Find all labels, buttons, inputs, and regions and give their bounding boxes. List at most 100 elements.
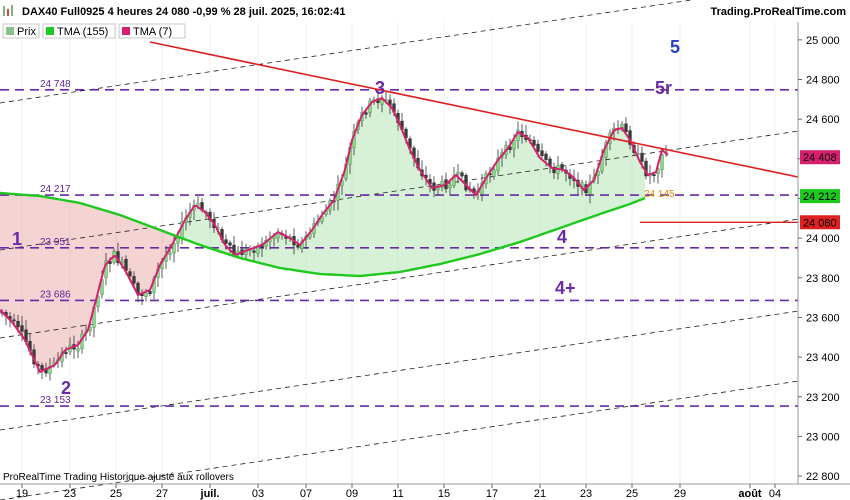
candle-body <box>460 172 464 177</box>
x-tick-label: 23 <box>580 488 592 500</box>
legend-item[interactable] <box>118 23 186 39</box>
price-badge <box>800 150 840 165</box>
level-label: 23 951 <box>40 237 71 248</box>
candle-body <box>168 252 172 256</box>
candle-body <box>252 250 256 253</box>
candle-body <box>176 238 180 244</box>
x-tick-label: 21 <box>534 488 546 500</box>
x-tick-label: 11 <box>392 488 403 500</box>
legend-swatch <box>6 27 14 35</box>
wave-label: 2 <box>61 378 71 398</box>
x-tick-label: 17 <box>486 488 498 500</box>
footer-note: ProRealTime Trading Historique ajusté au… <box>3 472 234 483</box>
candle-body <box>652 174 656 177</box>
candle-body <box>660 154 664 170</box>
resistance-trendline <box>149 41 799 178</box>
y-tick-label: 23 000 <box>806 431 840 443</box>
candle-body <box>76 348 80 352</box>
wave-label: 3 <box>375 78 385 98</box>
y-tick-label: 24 000 <box>806 233 840 245</box>
y-tick-label: 23 200 <box>806 392 840 404</box>
level-label: 23 153 <box>40 395 71 406</box>
tma-fill-regions <box>0 98 645 372</box>
y-tick-label: 23 800 <box>806 273 840 285</box>
candle-body <box>144 292 148 297</box>
candle-body <box>544 153 548 160</box>
header-grip-icon[interactable] <box>3 5 13 16</box>
price-badge-label: 24 212 <box>803 191 837 203</box>
candle-body <box>624 123 628 132</box>
legend: Prix TMA (155) TMA (7) <box>2 23 186 39</box>
price-badges: 24 408 24 212 24 080 <box>800 150 840 230</box>
wave-label: 1 <box>12 229 22 249</box>
candle-body <box>456 171 460 175</box>
wave-label: 4 <box>557 227 567 247</box>
chart-title: DAX40 Full0925 4 heures 24 080 -0,99 % 2… <box>22 6 345 18</box>
candle-body <box>132 276 136 284</box>
y-tick-label: 22 800 <box>806 471 840 483</box>
price-badge <box>800 189 840 204</box>
candle-body <box>148 291 152 295</box>
candle-body <box>512 140 516 150</box>
x-tick-label: 27 <box>156 488 168 500</box>
price-badge <box>800 215 840 230</box>
legend-swatch <box>122 27 130 35</box>
legend-swatch <box>46 27 54 35</box>
x-tick-label: 04 <box>769 488 781 500</box>
x-tick-label: 29 <box>674 488 686 500</box>
tma7-line <box>0 96 669 374</box>
candle-body <box>16 320 20 328</box>
legend-item[interactable] <box>42 23 116 39</box>
wave-label: 5 <box>670 37 680 57</box>
legend-label: TMA (7) <box>133 26 172 38</box>
candle-body <box>380 99 384 105</box>
candle-body <box>224 239 228 244</box>
candle-body <box>496 157 500 171</box>
y-tick-label: 24 600 <box>806 114 840 126</box>
x-tick-label: 09 <box>346 488 358 500</box>
wave-label: 24 145 <box>644 189 675 200</box>
candle-body <box>12 319 16 322</box>
candle-body <box>540 150 544 156</box>
header: DAX40 Full0925 4 heures 24 080 -0,99 % 2… <box>0 0 850 22</box>
chart-source: Trading.ProRealTime.com <box>710 6 846 18</box>
x-tick-label: 25 <box>626 488 638 500</box>
candle-body <box>448 184 452 189</box>
y-tick-label: 24 800 <box>806 75 840 87</box>
y-tick-label: 23 400 <box>806 352 840 364</box>
candle-body <box>296 244 300 248</box>
candle-body <box>588 181 592 195</box>
wave-label: 4+ <box>555 278 576 298</box>
bearish-fill <box>0 193 180 372</box>
x-tick-label: 23 <box>64 488 76 500</box>
x-tick-label: août <box>738 488 762 500</box>
plot-background <box>0 22 798 484</box>
y-tick-label: 25 000 <box>806 35 840 47</box>
x-tick-label: 03 <box>252 488 264 500</box>
candle-body <box>640 152 644 162</box>
x-tick-label: 07 <box>300 488 312 500</box>
level-label: 24 217 <box>40 184 71 195</box>
y-tick-label: 23 600 <box>806 312 840 324</box>
horizontal-levels: 24 748 24 217 23 951 23 686 23 153 <box>0 79 798 407</box>
candle-body <box>536 143 540 152</box>
candle-body <box>40 365 44 370</box>
candle-body <box>196 203 200 207</box>
x-tick-label: juil. <box>200 488 220 500</box>
candle-body <box>436 187 440 191</box>
legend-label: TMA (155) <box>57 26 108 38</box>
candle-body <box>64 352 68 354</box>
level-label: 24 748 <box>40 79 71 90</box>
trendlines <box>149 41 799 223</box>
tma155-line <box>0 191 646 278</box>
level-label: 23 686 <box>40 289 71 300</box>
price-badge-label: 24 408 <box>803 152 837 164</box>
price-badge-label: 24 080 <box>803 217 837 229</box>
x-axis: 19 23 25 27 juil. 03 07 09 11 15 17 21 23 25 29 août 04 <box>0 483 850 500</box>
bullish-fill <box>180 98 645 277</box>
candle-body <box>532 139 536 146</box>
wave-label: 5r <box>655 78 672 98</box>
